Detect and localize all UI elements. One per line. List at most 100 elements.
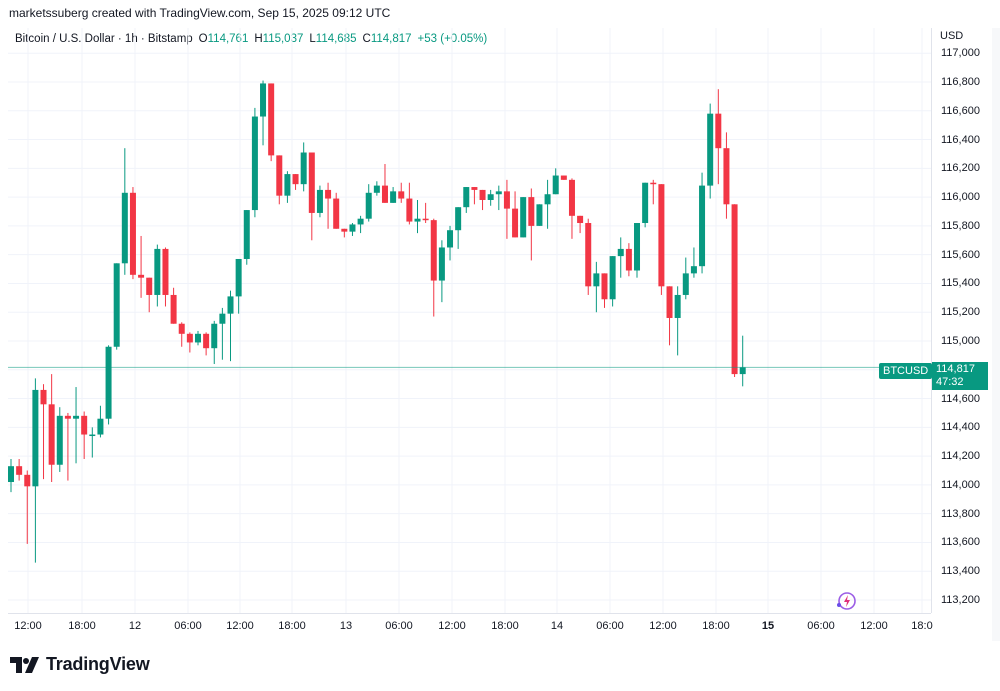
candle[interactable] [308,152,315,241]
candle[interactable] [121,148,128,275]
candle[interactable] [138,235,145,298]
candle[interactable] [682,257,689,300]
candle[interactable] [219,307,226,360]
candle[interactable] [64,412,71,481]
symbol-title[interactable]: Bitcoin / U.S. Dollar · 1h · Bitstamp [15,33,193,45]
candle[interactable] [8,458,14,493]
candle[interactable] [341,228,348,238]
candle[interactable] [634,223,641,278]
candle[interactable] [48,374,55,483]
candle[interactable] [16,458,23,481]
candle[interactable] [194,330,201,346]
candle[interactable] [471,187,478,205]
candle[interactable] [642,182,649,228]
candle[interactable] [211,320,218,365]
candle[interactable] [300,142,307,192]
candle[interactable] [447,225,454,261]
candle[interactable] [316,185,323,218]
time-tick: 06:00 [385,620,413,632]
candle[interactable] [276,155,283,205]
candle[interactable] [146,277,153,313]
candle[interactable] [593,261,600,313]
candle[interactable] [325,182,332,229]
candle[interactable] [178,322,185,347]
candle[interactable] [243,210,250,265]
candle[interactable] [186,332,193,353]
candle[interactable] [601,273,608,308]
candle[interactable] [40,384,47,480]
candle[interactable] [731,204,738,377]
candle[interactable] [203,332,210,356]
candle[interactable] [609,256,616,307]
candle[interactable] [438,240,445,303]
candle[interactable] [357,215,364,234]
candle[interactable] [365,184,372,222]
currency-label[interactable]: USD [940,30,964,42]
candle[interactable] [73,387,80,464]
candle[interactable] [552,168,559,195]
candle[interactable] [707,103,714,199]
candle[interactable] [512,191,519,238]
tradingview-logo[interactable]: TradingView [10,654,150,675]
candle[interactable] [227,290,234,362]
price-scale[interactable]: USD 117,000 116,800 116,600 116,400 116,200 1… [931,28,993,613]
candle[interactable] [430,218,437,317]
candle[interactable] [723,132,730,219]
ohlc-high: H115,037 [254,33,304,45]
candle[interactable] [739,335,746,387]
candle[interactable] [536,204,543,226]
candle[interactable] [585,218,592,295]
lightning-icon[interactable] [835,590,859,612]
candle[interactable] [520,197,527,238]
candle[interactable] [503,179,510,239]
candle[interactable] [690,247,697,278]
candle[interactable] [89,427,96,458]
candle[interactable] [390,187,397,203]
time-axis[interactable]: 12:00 18:00 12 06:00 12:00 18:00 13 06:00 12:00 1… [8,613,933,642]
candle[interactable] [650,179,657,205]
candle[interactable] [715,89,722,185]
candlestick-chart-pane[interactable] [8,28,931,613]
candle[interactable] [24,470,31,544]
candle[interactable] [398,182,405,203]
candle[interactable] [333,192,340,229]
candle[interactable] [674,286,681,356]
candle[interactable] [658,184,665,295]
candle[interactable] [625,243,632,277]
candle[interactable] [373,181,380,196]
candle[interactable] [251,107,258,218]
candle[interactable] [260,80,267,146]
candle[interactable] [479,189,486,211]
candle[interactable] [154,244,161,307]
candle[interactable] [414,199,421,234]
candle[interactable] [568,178,575,239]
candle[interactable] [170,287,177,324]
candle[interactable] [463,187,470,213]
candle[interactable] [292,174,299,190]
candle[interactable] [56,407,63,472]
candle[interactable] [97,405,104,438]
candle[interactable] [349,223,356,236]
candle[interactable] [105,345,112,425]
candle[interactable] [666,286,673,346]
candle[interactable] [32,378,39,563]
candle[interactable] [455,207,462,249]
candle[interactable] [577,215,584,234]
candle[interactable] [113,263,120,350]
candle[interactable] [235,258,242,314]
candle[interactable] [495,185,502,211]
candle[interactable] [544,179,551,229]
candle[interactable] [81,411,88,459]
candle[interactable] [699,172,706,274]
candle[interactable] [560,175,567,180]
candle[interactable] [284,171,291,203]
candle[interactable] [406,182,413,225]
candle[interactable] [487,189,494,206]
candle[interactable] [528,188,535,261]
candle[interactable] [381,164,388,203]
candle[interactable] [268,83,275,162]
candle[interactable] [422,202,429,224]
candle[interactable] [617,237,624,278]
candle[interactable] [129,187,136,280]
candle[interactable] [162,247,169,307]
